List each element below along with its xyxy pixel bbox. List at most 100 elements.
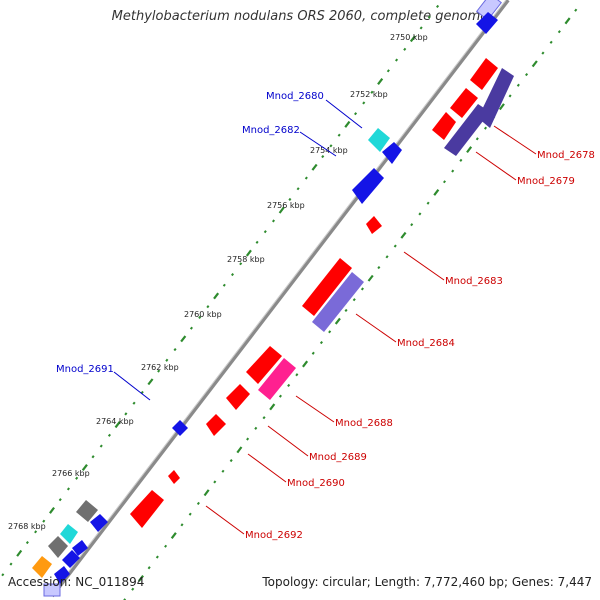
tick-inner	[337, 133, 341, 137]
gene-red-2684-pair[interactable]	[302, 258, 352, 316]
gene-red-small-2765[interactable]	[168, 470, 180, 484]
gene-red-2688-pair[interactable]	[246, 346, 282, 384]
kbp-label-2758: 2758 kbp	[227, 255, 265, 264]
gene-blue-bottom-2[interactable]	[72, 540, 88, 556]
tick-outer	[131, 587, 135, 591]
label-mnod-2691[interactable]: Mnod_2691	[56, 364, 114, 375]
leader-mnod-2689	[267, 425, 309, 457]
tick-inner	[157, 369, 161, 373]
label-mnod-2682[interactable]: Mnod_2682	[242, 125, 300, 136]
tick-inner	[377, 78, 384, 85]
label-mnod-2690[interactable]: Mnod_2690	[287, 478, 345, 489]
gene-mnod-2690[interactable]	[206, 414, 226, 436]
tick-inner	[180, 335, 187, 343]
tick-inner	[42, 519, 46, 523]
label-mnod-2688[interactable]: Mnod_2688	[335, 418, 393, 429]
tick-outer	[451, 169, 455, 173]
tick-inner	[329, 144, 333, 148]
tick-inner	[213, 292, 220, 300]
genome-backbone	[50, 0, 510, 598]
gene-cyan-bottom[interactable]	[60, 524, 78, 544]
tick-inner	[34, 530, 38, 534]
accession-text: Accession: NC_011894	[8, 575, 145, 589]
gene-red-top-3[interactable]	[432, 112, 456, 140]
tick-outer	[410, 223, 414, 227]
tick-inner	[99, 444, 103, 448]
kbp-label-2760: 2760 kbp	[184, 310, 222, 319]
tick-outer	[236, 446, 243, 454]
tick-inner	[198, 315, 202, 319]
tick-inner	[344, 120, 351, 128]
gene-blue-bottom-1[interactable]	[90, 514, 108, 532]
tick-outer	[147, 566, 151, 570]
tick-inner	[147, 378, 154, 386]
tick-inner	[9, 562, 13, 566]
tick-outer	[302, 360, 309, 368]
tick-inner	[278, 206, 285, 214]
gene-mnod-2679[interactable]	[444, 104, 490, 156]
gene-mnod-2680[interactable]	[368, 128, 390, 152]
label-mnod-2683[interactable]: Mnod_2683	[445, 276, 503, 287]
tick-inner	[124, 412, 128, 416]
gene-orange-bottom[interactable]	[32, 556, 52, 578]
gene-lightblue-bottom[interactable]	[43, 583, 61, 597]
tick-outer	[311, 351, 315, 355]
leader-mnod-2680	[325, 99, 363, 129]
tick-outer	[426, 201, 430, 205]
gene-mnod-2691[interactable]	[172, 420, 188, 436]
label-mnod-2692[interactable]: Mnod_2692	[245, 530, 303, 541]
gene-blue-bottom-4[interactable]	[54, 566, 70, 584]
kbp-label-2766: 2766 kbp	[52, 469, 90, 478]
gene-mnod-2688[interactable]	[258, 358, 296, 400]
tick-inner	[66, 487, 70, 491]
leader-mnod-2690	[247, 453, 287, 483]
tick-outer	[541, 51, 545, 55]
tick-outer	[574, 8, 578, 12]
label-mnod-2684[interactable]: Mnod_2684	[397, 338, 455, 349]
tick-outer	[203, 489, 210, 497]
tick-outer	[516, 83, 520, 87]
gene-red-top-1[interactable]	[470, 58, 498, 90]
tick-outer	[254, 426, 258, 430]
gene-red-top-2[interactable]	[450, 88, 478, 118]
topology-text: Topology: circular; Length: 7,772,460 bp…	[262, 575, 592, 589]
gene-blue-bottom-3[interactable]	[62, 550, 80, 568]
gene-top-blue[interactable]	[476, 12, 498, 34]
tick-outer	[180, 523, 184, 527]
tick-inner	[370, 90, 374, 94]
tick-outer	[564, 17, 571, 25]
tick-inner	[173, 347, 177, 352]
tick-inner	[409, 35, 416, 43]
gene-mnod-2689[interactable]	[226, 384, 250, 410]
gene-grey-bottom-2[interactable]	[48, 536, 68, 558]
gene-mnod-2682[interactable]	[382, 142, 402, 164]
kbp-label-2762: 2762 kbp	[141, 363, 179, 372]
label-mnod-2689[interactable]: Mnod_2689	[309, 452, 367, 463]
gene-top-lightblue[interactable]	[476, 0, 502, 21]
gene-mnod-2684[interactable]	[312, 272, 364, 332]
label-mnod-2679[interactable]: Mnod_2679	[517, 176, 575, 187]
tick-inner	[114, 421, 121, 429]
label-mnod-2680[interactable]: Mnod_2680	[266, 91, 324, 102]
gene-grey-bottom[interactable]	[76, 500, 98, 522]
tick-outer	[229, 459, 233, 463]
tick-outer	[360, 287, 364, 291]
genes-reverse	[130, 58, 514, 528]
tick-inner	[58, 498, 62, 502]
tick-inner	[16, 549, 23, 557]
tick-outer	[508, 94, 512, 98]
kbp-label-2768: 2768 kbp	[8, 522, 46, 531]
label-mnod-2678[interactable]: Mnod_2678	[537, 150, 595, 161]
gene-mnod-2683[interactable]	[366, 216, 382, 234]
tick-outer	[367, 274, 374, 282]
tick-outer	[549, 40, 553, 44]
tick-outer	[334, 317, 341, 325]
tick-outer	[196, 501, 200, 505]
gene-mnod-2692[interactable]	[130, 490, 164, 528]
tick-outer	[352, 298, 356, 302]
gene-blue-2754[interactable]	[352, 168, 384, 204]
tick-outer	[498, 103, 505, 111]
map-title: Methylobacterium nodulans ORS 2060, comp…	[111, 9, 489, 24]
tick-outer	[295, 373, 299, 377]
